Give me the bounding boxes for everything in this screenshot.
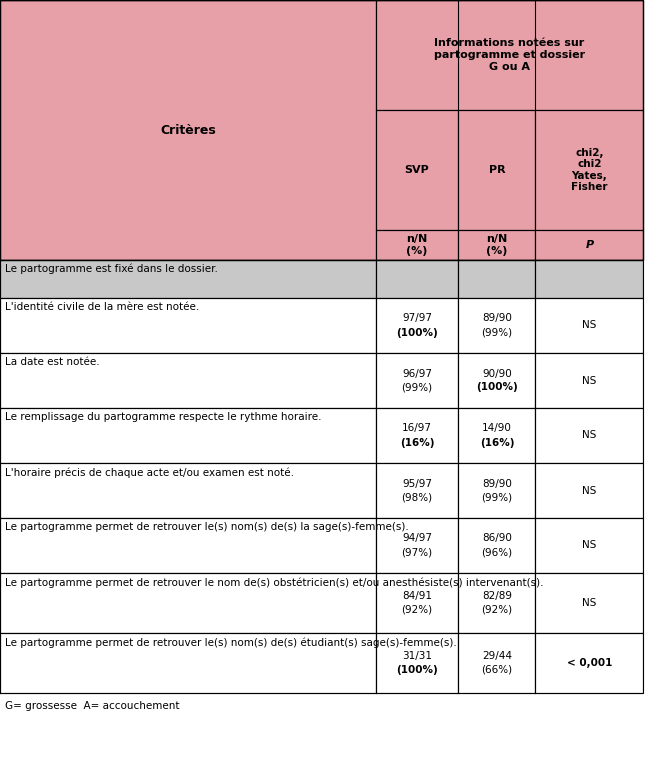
Text: 16/97: 16/97 [402, 424, 432, 434]
Bar [0, 408, 375, 463]
Bar [536, 518, 643, 573]
Text: 86/90: 86/90 [482, 534, 512, 543]
Bar [375, 0, 643, 110]
Bar [536, 260, 643, 298]
Bar [458, 408, 536, 463]
Bar [536, 633, 643, 693]
Text: 14/90: 14/90 [482, 424, 512, 434]
Text: NS: NS [582, 431, 597, 441]
Bar [458, 463, 536, 518]
Text: 89/90: 89/90 [482, 314, 512, 324]
Bar [458, 573, 536, 633]
Bar [458, 260, 536, 298]
Bar [375, 408, 458, 463]
Text: 97/97: 97/97 [402, 314, 432, 324]
Text: Le remplissage du partogramme respecte le rythme horaire.: Le remplissage du partogramme respecte l… [5, 412, 321, 422]
Text: L'identité civile de la mère est notée.: L'identité civile de la mère est notée. [5, 302, 199, 312]
Text: PR: PR [488, 165, 505, 175]
Bar [375, 518, 458, 573]
Text: 95/97: 95/97 [402, 479, 432, 489]
Text: Critères: Critères [160, 123, 216, 137]
Text: 82/89: 82/89 [482, 591, 512, 601]
Text: (97%): (97%) [401, 548, 433, 557]
Text: NS: NS [582, 598, 597, 608]
Text: 96/97: 96/97 [402, 369, 432, 379]
Bar [0, 260, 375, 298]
Text: 89/90: 89/90 [482, 479, 512, 489]
Text: Le partogramme est fixé dans le dossier.: Le partogramme est fixé dans le dossier. [5, 264, 218, 275]
Bar [536, 408, 643, 463]
Text: (100%): (100%) [476, 383, 518, 393]
Text: (16%): (16%) [399, 438, 434, 448]
Text: NS: NS [582, 320, 597, 331]
Bar [0, 633, 375, 693]
Bar [375, 260, 458, 298]
Bar [0, 573, 375, 633]
Bar [458, 518, 536, 573]
Bar [375, 463, 458, 518]
Text: (92%): (92%) [482, 605, 512, 615]
Bar [0, 518, 375, 573]
Bar [536, 110, 643, 230]
Text: Le partogramme permet de retrouver le nom de(s) obstétricien(s) et/ou anesthésis: Le partogramme permet de retrouver le no… [5, 577, 543, 587]
Bar [0, 353, 375, 408]
Text: (98%): (98%) [401, 493, 433, 503]
Text: (92%): (92%) [401, 605, 433, 615]
Text: < 0,001: < 0,001 [566, 658, 612, 668]
Bar [375, 230, 458, 260]
Text: NS: NS [582, 486, 597, 496]
Bar [536, 573, 643, 633]
Text: Informations notées sur
partogramme et dossier
G ou A: Informations notées sur partogramme et d… [434, 38, 585, 71]
Text: P: P [585, 240, 593, 250]
Bar [458, 353, 536, 408]
Text: L'horaire précis de chaque acte et/ou examen est noté.: L'horaire précis de chaque acte et/ou ex… [5, 467, 294, 477]
Text: 94/97: 94/97 [402, 534, 432, 543]
Bar [375, 633, 458, 693]
Bar [536, 230, 643, 260]
Bar [536, 298, 643, 353]
Bar [375, 353, 458, 408]
Text: n/N
(%): n/N (%) [406, 234, 428, 256]
Text: (100%): (100%) [396, 665, 438, 675]
Text: SVP: SVP [405, 165, 430, 175]
Text: (96%): (96%) [482, 548, 512, 557]
Text: 90/90: 90/90 [482, 369, 512, 379]
Text: 84/91: 84/91 [402, 591, 432, 601]
Text: G= grossesse  A= accouchement: G= grossesse A= accouchement [5, 701, 179, 711]
Text: NS: NS [582, 541, 597, 550]
Bar [536, 463, 643, 518]
Bar [458, 110, 536, 230]
Text: (99%): (99%) [482, 327, 512, 338]
Bar [0, 0, 375, 260]
Bar [0, 463, 375, 518]
Text: n/N
(%): n/N (%) [486, 234, 508, 256]
Text: (99%): (99%) [482, 493, 512, 503]
Text: Le partogramme permet de retrouver le(s) nom(s) de(s) la sage(s)-femme(s).: Le partogramme permet de retrouver le(s)… [5, 522, 409, 532]
Bar [458, 230, 536, 260]
Text: Le partogramme permet de retrouver le(s) nom(s) de(s) étudiant(s) sage(s)-femme(: Le partogramme permet de retrouver le(s)… [5, 637, 456, 647]
Text: (66%): (66%) [482, 665, 512, 675]
Bar [458, 298, 536, 353]
Bar [0, 298, 375, 353]
Text: chi2,
chi2
Yates,
Fisher: chi2, chi2 Yates, Fisher [571, 147, 608, 192]
Bar [375, 110, 458, 230]
Bar [375, 298, 458, 353]
Bar [536, 353, 643, 408]
Bar [0, 0, 643, 260]
Bar [375, 573, 458, 633]
Text: (100%): (100%) [396, 327, 438, 338]
Text: (99%): (99%) [401, 383, 433, 393]
Text: 31/31: 31/31 [402, 651, 432, 661]
Text: NS: NS [582, 376, 597, 386]
Text: 29/44: 29/44 [482, 651, 512, 661]
Text: (16%): (16%) [480, 438, 514, 448]
Text: La date est notée.: La date est notée. [5, 357, 100, 367]
Bar [458, 633, 536, 693]
